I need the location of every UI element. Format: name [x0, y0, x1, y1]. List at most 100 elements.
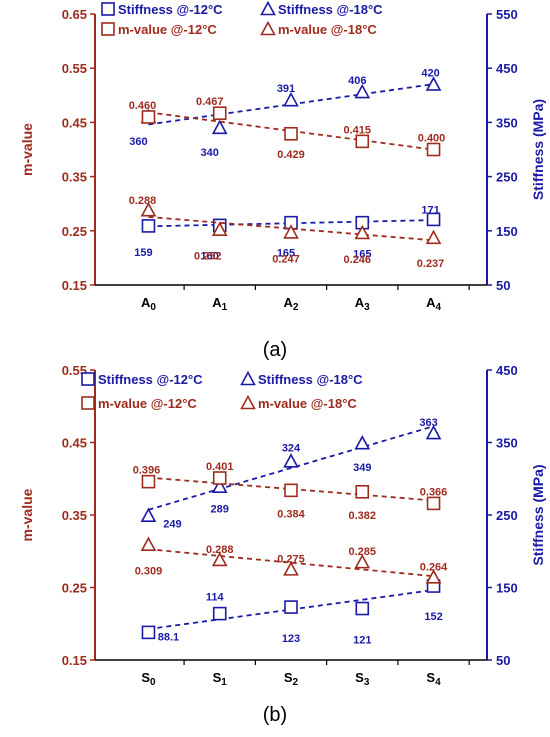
- data-label: 0.400: [418, 133, 446, 145]
- right-tick-label: 250: [496, 508, 518, 523]
- data-point: [425, 569, 442, 584]
- data-label: 0.309: [135, 566, 163, 578]
- data-point: [355, 134, 370, 149]
- x-tick-label-subscript: 4: [435, 677, 441, 688]
- data-point: [211, 551, 228, 567]
- x-tick-label-subscript: 1: [221, 677, 227, 688]
- data-label: 0.460: [129, 100, 157, 112]
- data-point: [211, 478, 228, 494]
- x-tick-label-base: A: [426, 295, 436, 310]
- right-tick-label: 550: [496, 7, 518, 22]
- left-tick-label: 0.15: [62, 653, 87, 668]
- data-label: 0.264: [420, 561, 448, 573]
- data-point: [354, 224, 371, 240]
- data-label: 0.285: [349, 546, 377, 558]
- right-tick-label: 350: [496, 115, 518, 130]
- x-tick-label-base: S: [284, 670, 293, 685]
- right-tick-label: 50: [496, 653, 510, 668]
- series-stiffness-18-c: 249 289 324 349 363: [140, 417, 442, 531]
- data-point: [212, 606, 227, 621]
- legend-marker: [101, 2, 115, 16]
- legend-marker: [101, 22, 115, 36]
- left-tick-label: 0.35: [62, 508, 87, 523]
- x-tick-label-base: A: [355, 295, 365, 310]
- data-point: [212, 106, 227, 120]
- x-tick-label: A0: [141, 295, 156, 313]
- data-point: [354, 553, 371, 569]
- x-tick-label-subscript: 0: [150, 677, 156, 688]
- legend-marker: [240, 394, 256, 410]
- data-label: 165: [353, 249, 371, 261]
- data-label: 349: [353, 462, 371, 474]
- left-tick-label: 0.55: [62, 61, 87, 76]
- data-point: [141, 219, 156, 233]
- legend-label: m-value @-12°C: [118, 22, 217, 37]
- legend: Stiffness @-12°C Stiffness @-18°C m-value …: [101, 0, 383, 37]
- x-tick-label: S1: [213, 670, 228, 688]
- x-tick-label-subscript: 3: [364, 302, 370, 313]
- series-m-value-12-c: 0.460 0.467 0.429 0.415 0.400: [129, 96, 446, 161]
- x-tick-label-subscript: 2: [293, 302, 299, 313]
- x-tick-label-base: S: [213, 670, 222, 685]
- legend-label: Stiffness @-18°C: [258, 372, 363, 387]
- legend-marker: [240, 370, 256, 386]
- data-label: 0.275: [277, 553, 305, 565]
- left-tick-label: 0.35: [62, 170, 87, 185]
- data-point: [426, 212, 441, 227]
- series-m-value-18-c: 0.288 0.252 0.247 0.246 0.237: [129, 195, 445, 270]
- data-point: [355, 601, 370, 616]
- data-point: [283, 453, 299, 468]
- data-label: 0.382: [349, 510, 377, 522]
- chart-panel-a: 0.15 0.25 0.35 0.45 0.55 0.65 50 150 250 350 450 55…: [19, 0, 546, 361]
- trend-line: [148, 476, 434, 502]
- data-label: 152: [424, 611, 442, 623]
- x-tick-label-base: S: [426, 670, 435, 685]
- panel-label: (a): [263, 339, 287, 361]
- data-point: [284, 600, 298, 614]
- trend-line: [148, 216, 434, 242]
- legend: Stiffness @-12°C Stiffness @-18°C m-value …: [81, 370, 363, 411]
- data-label: 0.247: [272, 253, 300, 265]
- data-label: 289: [211, 504, 229, 516]
- data-point: [141, 474, 156, 489]
- data-point: [284, 483, 298, 498]
- data-label: 0.288: [129, 195, 157, 207]
- data-label: 171: [421, 204, 439, 216]
- x-tick-label-subscript: 4: [435, 302, 441, 313]
- data-label: 0.401: [206, 461, 234, 473]
- left-tick-label: 0.25: [62, 224, 87, 239]
- series-stiffness-12-c: 88.1 114 123 121 152: [141, 579, 443, 647]
- trend-line: [148, 589, 434, 630]
- left-axis-title: m-value: [19, 488, 35, 541]
- x-tick-label: S2: [284, 670, 299, 688]
- x-tick-label: A2: [284, 295, 299, 313]
- data-label: 0.384: [277, 508, 305, 520]
- data-point: [425, 424, 442, 440]
- legend-label: Stiffness @-12°C: [98, 372, 203, 387]
- left-tick-label: 0.15: [62, 278, 87, 293]
- legend-label: m-value @-18°C: [258, 396, 357, 411]
- left-axis-title: m-value: [19, 123, 35, 176]
- right-tick-label: 250: [496, 170, 518, 185]
- data-point: [425, 76, 442, 91]
- data-label: 0.467: [196, 96, 224, 108]
- legend-marker: [260, 0, 276, 16]
- legend-label: Stiffness @-12°C: [118, 2, 223, 17]
- data-label: 0.237: [417, 258, 445, 270]
- trend-line: [148, 548, 434, 578]
- trend-line: [148, 219, 434, 228]
- x-tick-label-base: S: [141, 670, 150, 685]
- data-label: 406: [348, 75, 366, 87]
- data-point: [141, 625, 156, 640]
- data-point: [141, 110, 156, 124]
- data-label: 165: [277, 248, 295, 260]
- trend-line: [148, 425, 434, 511]
- left-tick-label: 0.25: [62, 581, 87, 596]
- series-m-value-12-c: 0.396 0.401 0.384 0.382 0.366: [133, 461, 448, 522]
- data-label: 0.246: [344, 254, 372, 266]
- series-stiffness-12-c: 159 160 165 165 171: [134, 204, 441, 262]
- data-point: [284, 126, 298, 141]
- legend-label: Stiffness @-18°C: [278, 2, 383, 17]
